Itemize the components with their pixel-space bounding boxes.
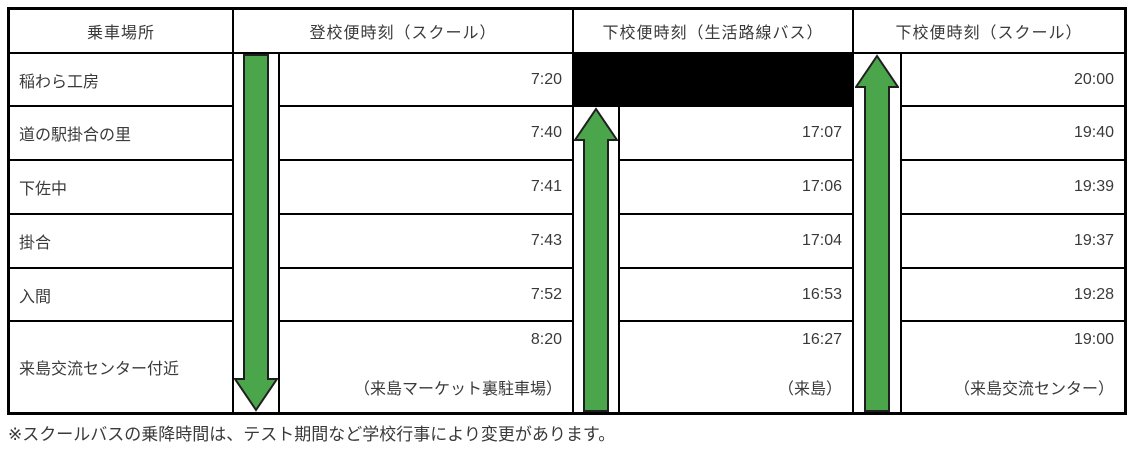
time-cell-with-note: 8:20 （来島マーケット裏駐車場） [280,322,572,412]
station-name: 入間 [10,269,232,320]
up-arrow-icon [574,107,618,412]
footnote: ※スクールバスの乗降時間は、テスト期間など学校行事により変更があります。 [8,425,616,444]
time-cell-with-note: 16:27 （来島） [620,322,852,412]
stop-note: （来島交流センター） [953,381,1114,398]
time-value: 19:00 [1073,331,1114,348]
time-cell: 19:40 [902,107,1124,159]
station-name: 稲わら工房 [10,54,232,105]
time-cell: 7:52 [280,269,572,320]
redacted-cell [574,54,852,105]
stop-note: （来島） [777,381,842,398]
station-name: 来島交流センター付近 [10,322,232,412]
header-return-local-bus: 下校便時刻（生活路線バス） [574,10,852,52]
header-return-school-bus: 下校便時刻（スクール） [854,10,1124,52]
time-cell: 7:41 [280,161,572,213]
header-morning-school-bus: 登校便時刻（スクール） [234,10,572,52]
time-cell: 16:53 [620,269,852,320]
time-cell: 19:39 [902,161,1124,213]
time-cell: 17:07 [620,107,852,159]
time-cell: 7:40 [280,107,572,159]
return-local-arrow-lane [574,107,618,412]
morning-school-arrow-lane [234,54,278,412]
stop-note: （来島マーケット裏駐車場） [353,381,562,398]
station-name: 掛合 [10,215,232,267]
time-cell: 20:00 [902,54,1124,105]
time-value: 8:20 [530,331,562,348]
time-cell: 17:04 [620,215,852,267]
time-cell-with-note: 19:00 （来島交流センター） [902,322,1124,412]
station-name: 下佐中 [10,161,232,213]
header-boarding-place: 乗車場所 [10,10,232,52]
time-cell: 7:20 [280,54,572,105]
down-arrow-icon [234,54,278,412]
up-arrow-icon [855,54,899,412]
bus-timetable: 乗車場所 登校便時刻（スクール） 下校便時刻（生活路線バス） 下校便時刻（スクー… [7,7,1127,415]
time-cell: 7:43 [280,215,572,267]
time-cell: 19:37 [902,215,1124,267]
return-school-arrow-lane [854,54,900,412]
time-cell: 17:06 [620,161,852,213]
station-name: 道の駅掛合の里 [10,107,232,159]
time-value: 16:27 [801,331,842,348]
time-cell: 19:28 [902,269,1124,320]
